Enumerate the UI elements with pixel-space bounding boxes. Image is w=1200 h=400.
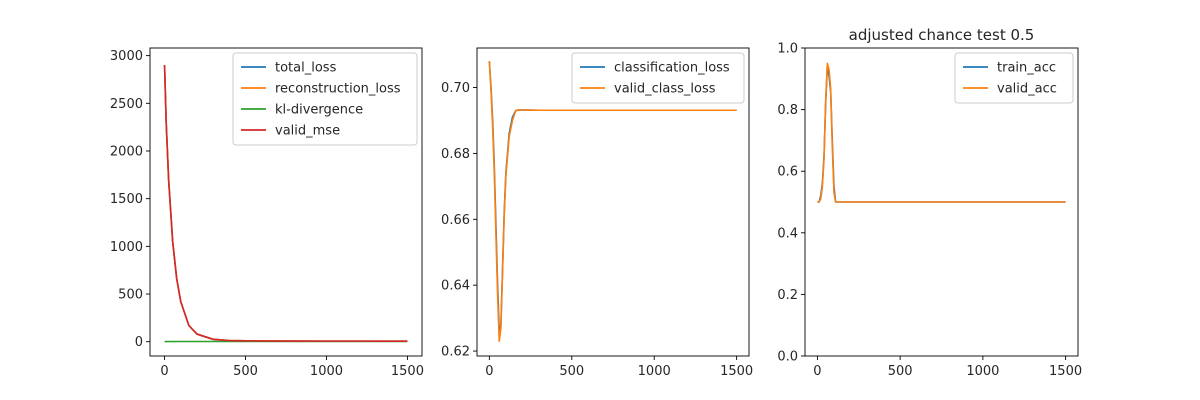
x-tick-label: 0 xyxy=(160,364,168,379)
x-tick-label: 1500 xyxy=(391,364,424,379)
y-tick-label: 0.6 xyxy=(777,165,798,180)
series-line-valid_mse xyxy=(163,65,408,343)
legend: classification_loss valid_class_loss xyxy=(571,52,745,104)
x-tick-label: 1500 xyxy=(1049,364,1082,379)
plot-frame xyxy=(804,47,1079,357)
chart-panel-loss: 0 500 1000 1500 0 500 1000 1500 2000 2500 3000 tota… xyxy=(110,47,424,379)
y-tick-label: 0.62 xyxy=(441,345,470,360)
x-tick-label: 1000 xyxy=(310,364,343,379)
x-tick-label: 0 xyxy=(813,364,821,379)
series-lines xyxy=(488,61,737,342)
series-line-valid_acc xyxy=(817,62,1066,203)
chart-title: adjusted chance test 0.5 xyxy=(849,26,1035,44)
legend-label: classification_loss xyxy=(614,61,730,76)
x-tick-label: 1500 xyxy=(720,364,753,379)
legend-label: kl-divergence xyxy=(275,103,363,118)
y-tick-label: 2000 xyxy=(110,144,143,159)
legend-box xyxy=(232,52,418,146)
y-tick-label: 0.8 xyxy=(777,103,798,118)
plot-frame xyxy=(149,47,423,357)
x-tick-label: 0 xyxy=(485,364,493,379)
legend-box xyxy=(954,52,1074,104)
y-tick-label: 0 xyxy=(135,335,143,350)
legend-label: valid_mse xyxy=(275,124,340,139)
chart-panel-accuracy: adjusted chance test 0.5 0 500 1000 1500 0.0… xyxy=(777,26,1082,379)
y-tick-label: 0.66 xyxy=(441,213,470,228)
y-tick-label: 0.2 xyxy=(777,288,798,303)
y-tick-label: 1.0 xyxy=(777,42,798,57)
y-tick-label: 0.0 xyxy=(777,350,798,365)
legend-label: valid_acc xyxy=(997,82,1057,97)
y-tick-label: 1000 xyxy=(110,240,143,255)
x-tick-label: 1000 xyxy=(638,364,671,379)
legend-box xyxy=(571,52,745,104)
chart-panel-classification: 0 500 1000 1500 0.62 0.64 0.66 0.68 0.70 classifi… xyxy=(441,47,753,379)
legend: total_loss reconstruction_loss kl-divergen… xyxy=(232,52,418,146)
y-tick-label: 0.4 xyxy=(777,226,798,241)
y-tick-label: 0.64 xyxy=(441,279,470,294)
x-tick-label: 1000 xyxy=(966,364,999,379)
legend-label: total_loss xyxy=(275,61,337,76)
legend: train_acc valid_acc xyxy=(954,52,1074,104)
x-tick-label: 500 xyxy=(233,364,258,379)
y-tick-label: 500 xyxy=(118,288,143,303)
plot-frame xyxy=(476,47,750,357)
y-tick-label: 0.68 xyxy=(441,147,470,162)
x-tick-label: 500 xyxy=(559,364,584,379)
legend-label: train_acc xyxy=(997,61,1056,76)
series-lines xyxy=(163,65,408,343)
y-tick-label: 3000 xyxy=(110,49,143,64)
x-tick-label: 500 xyxy=(888,364,913,379)
series-lines xyxy=(817,62,1066,203)
y-tick-label: 2500 xyxy=(110,97,143,112)
y-tick-label: 0.70 xyxy=(441,81,470,96)
y-tick-label: 1500 xyxy=(110,192,143,207)
legend-label: reconstruction_loss xyxy=(275,82,401,97)
legend-label: valid_class_loss xyxy=(614,82,716,97)
series-line-valid_class_loss xyxy=(488,61,737,342)
